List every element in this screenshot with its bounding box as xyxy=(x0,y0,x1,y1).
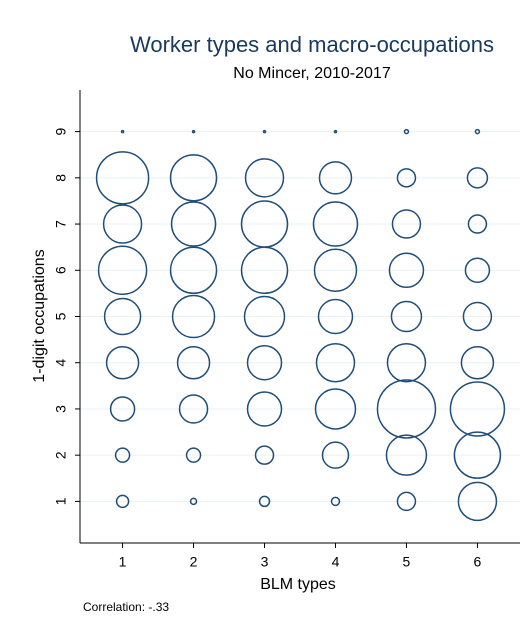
bubble xyxy=(453,431,502,479)
bubble xyxy=(396,168,417,188)
x-tick-label: 6 xyxy=(474,554,482,570)
bubble xyxy=(97,245,148,296)
bubble xyxy=(176,345,211,380)
bubble xyxy=(391,209,422,239)
y-tick-label: 6 xyxy=(53,266,69,274)
bubble xyxy=(244,158,285,198)
bubble xyxy=(457,481,498,522)
bubble xyxy=(178,394,209,424)
bubble xyxy=(191,129,196,134)
bubble xyxy=(460,345,495,380)
bubble xyxy=(312,201,359,247)
bubble xyxy=(388,252,425,289)
bubble xyxy=(330,496,341,507)
bubble xyxy=(189,497,198,506)
bubble xyxy=(314,388,357,430)
y-tick-label: 1 xyxy=(53,497,69,505)
bubble xyxy=(321,441,350,469)
bubble xyxy=(462,301,493,332)
bubble xyxy=(466,167,489,189)
y-tick-label: 5 xyxy=(53,312,69,320)
bubble xyxy=(467,214,488,234)
x-tick-label: 1 xyxy=(119,554,127,570)
bubble xyxy=(254,445,275,465)
bubble xyxy=(246,344,283,381)
y-tick-label: 2 xyxy=(53,451,69,459)
y-tick-label: 3 xyxy=(53,405,69,413)
chart-title: Worker types and macro-occupations xyxy=(130,32,494,57)
x-tick-label: 5 xyxy=(403,554,411,570)
bubble xyxy=(258,495,271,508)
x-axis-label: BLM types xyxy=(260,576,336,593)
bubble xyxy=(115,494,130,509)
bubble xyxy=(109,396,136,422)
bubble xyxy=(170,201,217,247)
x-tick-label: 2 xyxy=(190,554,198,570)
bubble xyxy=(474,128,481,135)
bubble xyxy=(102,204,143,244)
y-tick-label: 7 xyxy=(53,220,69,228)
bubble xyxy=(103,297,142,336)
bubble xyxy=(385,434,428,476)
bubble xyxy=(376,379,437,439)
bubble xyxy=(390,300,423,333)
bubble xyxy=(318,161,353,195)
bubble xyxy=(105,345,140,380)
bubble xyxy=(246,391,283,427)
bubble xyxy=(317,298,354,335)
bubble xyxy=(185,447,202,463)
bubble xyxy=(449,381,506,437)
bubble xyxy=(95,151,150,205)
y-tick-label: 8 xyxy=(53,174,69,182)
bubble xyxy=(386,342,427,383)
bubble xyxy=(403,128,410,135)
chart-subtitle: No Mincer, 2010-2017 xyxy=(233,65,391,82)
x-tick-label: 3 xyxy=(261,554,269,570)
bubble xyxy=(262,129,267,134)
bubble xyxy=(114,447,131,463)
bubble xyxy=(333,129,338,134)
bubble xyxy=(315,342,356,383)
y-tick-label: 4 xyxy=(53,359,69,367)
bubble xyxy=(169,246,218,295)
bubble xyxy=(120,129,125,134)
note: Correlation: -.33 xyxy=(83,600,169,614)
bubble xyxy=(240,200,289,248)
bubble xyxy=(313,248,358,293)
y-tick-label: 9 xyxy=(53,128,69,136)
bubble xyxy=(169,154,218,202)
y-axis-label: 1-digit occupations xyxy=(31,249,48,382)
bubble xyxy=(243,295,286,338)
bubble xyxy=(171,294,216,339)
bubble xyxy=(464,257,491,284)
x-tick-label: 4 xyxy=(332,554,340,570)
bubble xyxy=(396,491,417,512)
